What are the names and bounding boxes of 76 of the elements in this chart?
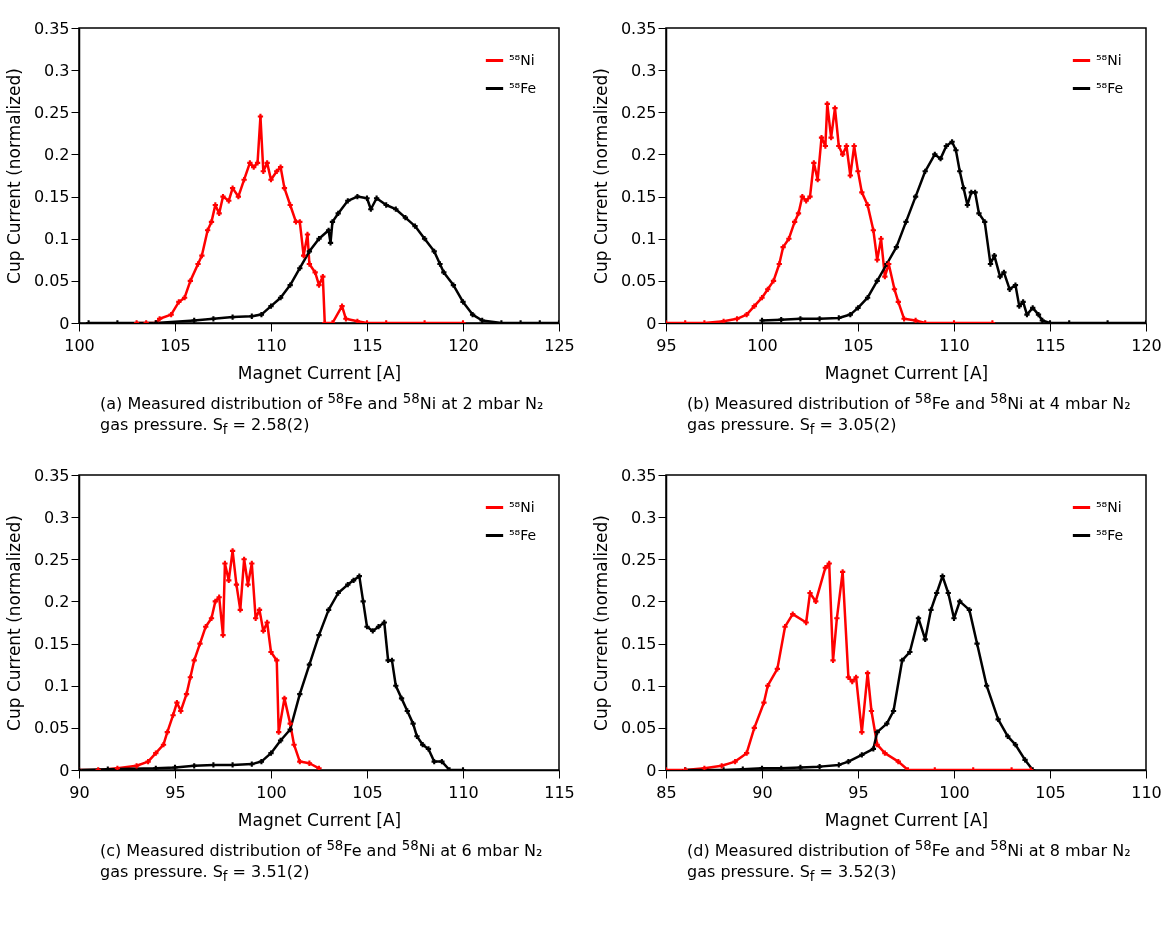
x-tick-label: 100 (747, 335, 778, 355)
y-tick-label: 0.35 (620, 465, 657, 485)
y-tick-label: 0.1 (44, 675, 70, 695)
x-tick-label: 105 (160, 335, 191, 355)
x-tick-label: 100 (64, 335, 95, 355)
y-tick-label: 0.25 (33, 102, 70, 122)
x-tick-label: 105 (352, 782, 383, 802)
y-tick-label: 0.2 (44, 144, 70, 164)
x-tick-label: 95 (656, 335, 677, 355)
x-tick-label: 105 (843, 335, 874, 355)
y-tick-label: 0.1 (44, 229, 70, 249)
y-tick-label: 0.3 (44, 60, 70, 80)
x-tick-label: 115 (544, 782, 575, 802)
x-tick-label: 95 (848, 782, 869, 802)
text: (b) Measured distribution of $^{58}$Fe and $^{58}$Ni at 4 mbar N₂ gas pressure. S$_{f}$ = 3.05(2) (687, 391, 1131, 438)
y-tick-label: 0.35 (620, 18, 657, 38)
legend-label: ⁵⁸Fe (509, 79, 537, 96)
x-tick-label: 115 (352, 335, 383, 355)
x-tick-label: 115 (1035, 335, 1066, 355)
y-axis-title: Cup Current (normalized) (590, 68, 611, 284)
text: (a) Measured distribution of $^{58}$Fe and $^{58}$Ni at 2 mbar N₂ gas pressure. S$_{f}$ = 2.58(2) (100, 391, 544, 438)
y-tick-label: 0.05 (33, 271, 70, 291)
y-tick-label: 0.25 (620, 102, 657, 122)
y-axis-title: Cup Current (normalized) (590, 514, 611, 731)
y-tick-label: 0.35 (33, 465, 70, 485)
y-tick-label: 0.15 (33, 633, 70, 653)
y-tick-label: 0.05 (620, 717, 657, 737)
legend-label: ⁵⁸Fe (1096, 79, 1124, 96)
x-tick-label: 85 (656, 782, 677, 802)
y-tick-label: 0.05 (33, 717, 70, 737)
legend-label: ⁵⁸Ni (509, 51, 535, 68)
y-tick-label: 0 (646, 760, 657, 780)
y-tick-label: 0.05 (620, 271, 657, 291)
x-tick-label: 110 (448, 782, 479, 802)
x-tick-label: 90 (69, 782, 90, 802)
legend-label: ⁵⁸Fe (1096, 526, 1124, 543)
y-tick-label: 0.3 (631, 60, 657, 80)
x-tick-label: 110 (1131, 782, 1162, 802)
x-tick-label: 120 (448, 335, 479, 355)
y-tick-label: 0.15 (620, 633, 657, 653)
legend-label: ⁵⁸Ni (1096, 498, 1122, 515)
y-tick-label: 0.2 (44, 591, 70, 611)
x-tick-label: 100 (256, 782, 287, 802)
y-tick-label: 0.2 (631, 591, 657, 611)
x-tick-label: 110 (256, 335, 287, 355)
y-tick-label: 0.25 (620, 549, 657, 569)
text: (d) Measured distribution of $^{58}$Fe and $^{58}$Ni at 8 mbar N₂ gas pressure. S$_{f}$ = 3.52(3) (687, 837, 1131, 885)
y-tick-label: 0.2 (631, 144, 657, 164)
x-axis-title: Magnet Current [A] (237, 362, 402, 383)
y-tick-label: 0 (59, 313, 70, 333)
x-axis-title: Magnet Current [A] (237, 809, 402, 830)
x-tick-label: 95 (165, 782, 186, 802)
x-tick-label: 100 (939, 782, 970, 802)
x-tick-label: 125 (544, 335, 575, 355)
y-tick-label: 0 (646, 313, 657, 333)
y-axis-title: Cup Current (normalized) (3, 68, 24, 284)
y-tick-label: 0.1 (631, 675, 657, 695)
legend-label: ⁵⁸Ni (509, 498, 535, 515)
y-tick-label: 0 (59, 760, 70, 780)
y-tick-label: 0.35 (33, 18, 70, 38)
legend-label: ⁵⁸Ni (1096, 51, 1122, 68)
y-axis-title: Cup Current (normalized) (3, 514, 24, 731)
y-tick-label: 0.25 (33, 549, 70, 569)
y-tick-label: 0.1 (631, 229, 657, 249)
x-axis-title: Magnet Current [A] (824, 809, 989, 830)
x-tick-label: 105 (1035, 782, 1066, 802)
y-tick-label: 0.3 (44, 507, 70, 527)
x-tick-label: 110 (939, 335, 970, 355)
text: (c) Measured distribution of $^{58}$Fe and $^{58}$Ni at 6 mbar N₂ gas pressure. S$_{f}$ = 3.51(2) (100, 837, 543, 885)
x-tick-label: 120 (1131, 335, 1162, 355)
x-axis-title: Magnet Current [A] (824, 362, 989, 383)
y-tick-label: 0.15 (33, 187, 70, 207)
x-tick-label: 90 (752, 782, 773, 802)
y-tick-label: 0.3 (631, 507, 657, 527)
y-tick-label: 0.15 (620, 187, 657, 207)
legend-label: ⁵⁸Fe (509, 526, 537, 543)
